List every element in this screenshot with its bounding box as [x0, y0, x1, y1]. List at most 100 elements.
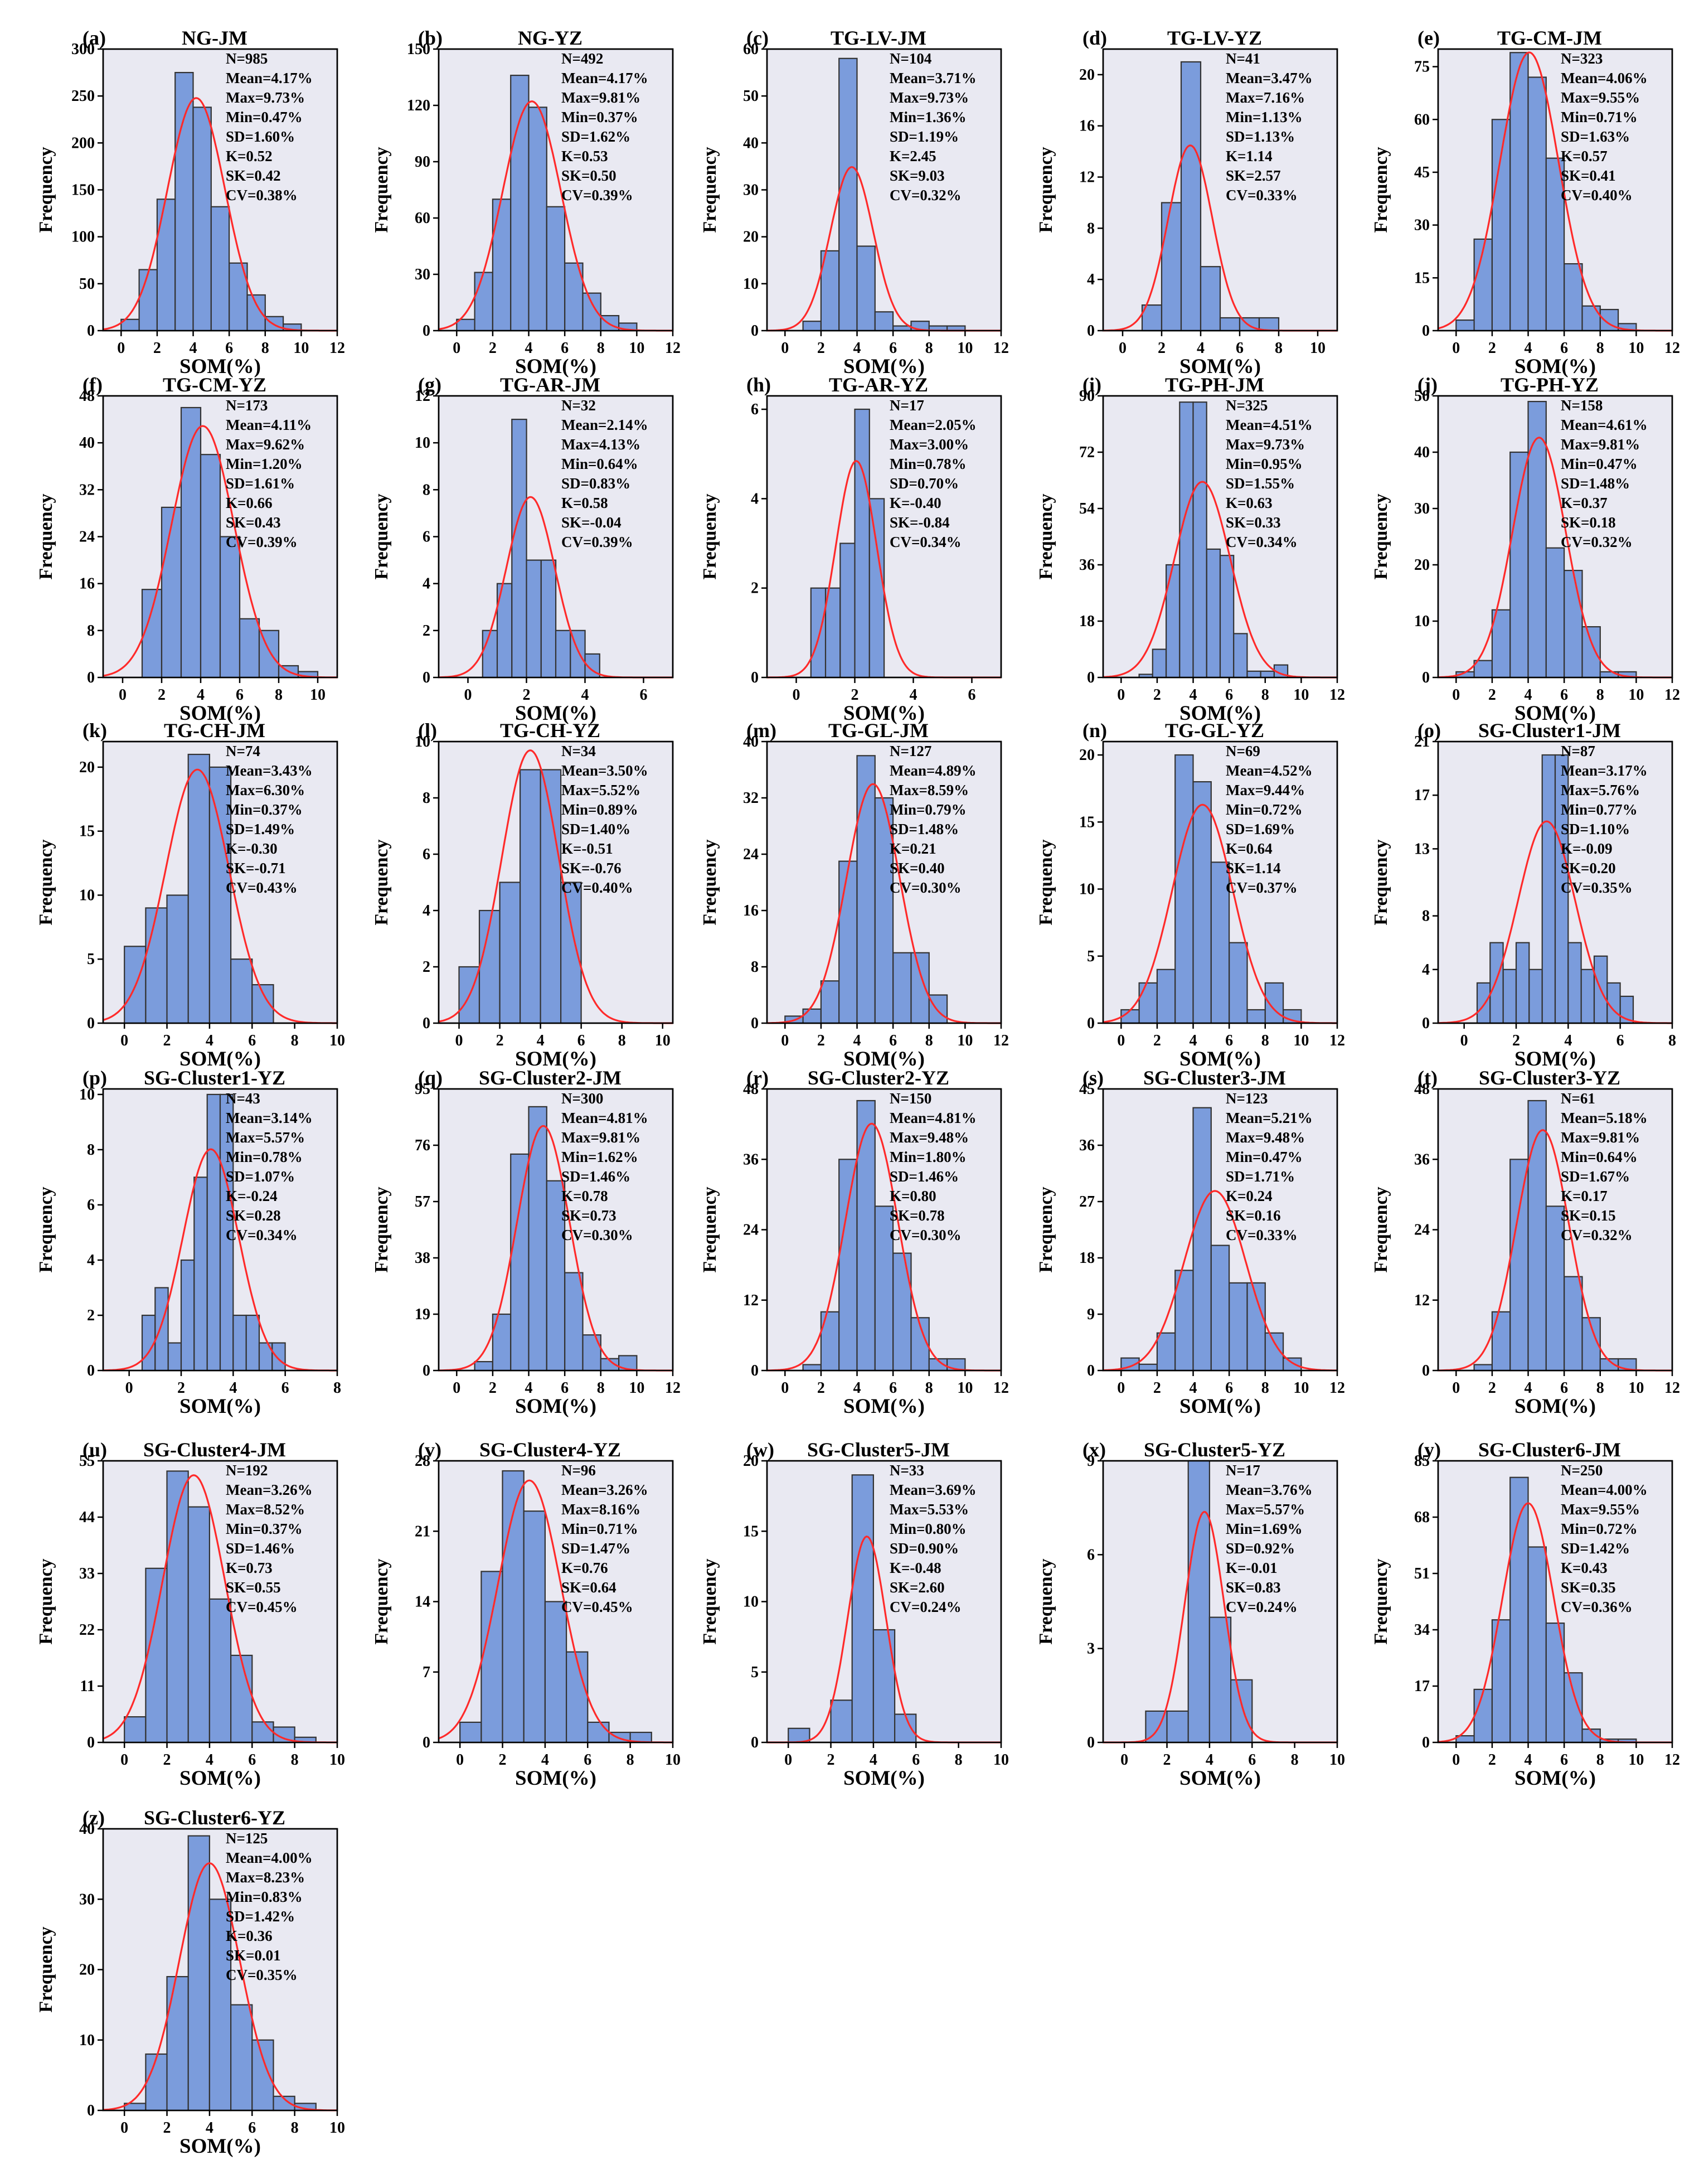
- histogram-bar: [838, 57, 858, 332]
- histogram-bar: [526, 559, 542, 679]
- y-tick-label: 8: [1087, 220, 1095, 237]
- x-tick-label: 8: [291, 1751, 299, 1769]
- y-tick-label: 17: [1414, 1678, 1430, 1695]
- stat-line: Mean=3.76%: [1226, 1481, 1313, 1498]
- x-axis-label: SOM(%): [1514, 1767, 1596, 1790]
- x-tick-label: 2: [489, 1379, 497, 1397]
- y-tick-label: 5: [87, 951, 95, 968]
- x-tick-label: 8: [627, 1751, 634, 1769]
- y-tick-label: 0: [751, 1362, 759, 1379]
- stat-line: Mean=4.00%: [226, 1849, 313, 1866]
- histogram-bar: [1230, 1679, 1253, 1744]
- stat-line: SD=1.46%: [890, 1168, 959, 1185]
- histogram-bar: [544, 1601, 567, 1744]
- x-tick-label: 0: [1117, 1379, 1125, 1397]
- stat-line: Min=0.83%: [226, 1888, 303, 1905]
- y-tick-label: 2: [423, 958, 430, 976]
- histogram-bar: [540, 559, 557, 679]
- y-tick-label: 4: [1422, 961, 1430, 979]
- histogram-bar: [1489, 942, 1504, 1024]
- y-axis-label: Frequency: [1036, 1187, 1056, 1272]
- stat-line: K=0.73: [226, 1560, 273, 1576]
- x-tick-label: 2: [817, 340, 825, 357]
- histogram-bar: [1161, 202, 1182, 332]
- plot-frame: [766, 740, 1002, 1024]
- panel-title: SG-Cluster5-JM: [807, 1439, 950, 1461]
- y-tick-label: 120: [407, 97, 430, 114]
- plot-frame: [438, 740, 674, 1024]
- x-tick-label: 0: [1452, 1751, 1460, 1769]
- stat-line: SK=0.50: [561, 167, 616, 184]
- histogram-panel: 0 2 4 6 8 10 0 4 8 12 16 20 SOM(%) Frequency (d) TG-LV-…: [1036, 27, 1338, 378]
- stat-line: Mean=3.50%: [561, 762, 648, 779]
- stat-line: Min=0.80%: [890, 1520, 967, 1537]
- y-tick-label: 0: [1087, 1015, 1095, 1032]
- stat-line: Min=0.72%: [1226, 801, 1303, 818]
- histogram-bar: [856, 755, 876, 1024]
- stat-line: SD=1.42%: [1561, 1540, 1630, 1557]
- x-tick-label: 10: [1293, 1032, 1309, 1049]
- panel-letter: (f): [82, 374, 103, 396]
- y-tick-label: 10: [743, 1594, 759, 1611]
- stat-line: Max=8.59%: [890, 782, 969, 798]
- y-tick-label: 24: [79, 529, 95, 546]
- stat-line: CV=0.34%: [890, 534, 962, 550]
- y-tick-label: 50: [1414, 388, 1430, 405]
- x-tick-label: 4: [1206, 1751, 1213, 1769]
- y-tick-label: 20: [743, 1452, 759, 1470]
- stat-line: CV=0.38%: [226, 187, 298, 204]
- histogram-bar: [180, 1259, 195, 1372]
- normal-fit-curve: [103, 768, 337, 1024]
- x-tick-label: 4: [537, 1032, 545, 1049]
- x-tick-label: 2: [827, 1751, 835, 1769]
- stat-line: Min=0.72%: [1561, 1520, 1638, 1537]
- histogram-bar: [232, 1314, 247, 1372]
- y-axis-label: Frequency: [371, 1187, 392, 1272]
- x-tick-label: 8: [618, 1032, 626, 1049]
- x-tick-label: 8: [597, 340, 605, 357]
- histogram-bar: [1515, 942, 1530, 1024]
- stat-line: SD=1.19%: [890, 128, 959, 145]
- x-axis-label: SOM(%): [1179, 355, 1261, 378]
- x-tick-label: 6: [968, 686, 976, 704]
- stat-line: Max=5.76%: [1561, 782, 1640, 798]
- histogram-bar: [166, 894, 189, 1024]
- x-tick-label: 2: [158, 686, 166, 704]
- stat-line: CV=0.35%: [1561, 879, 1633, 896]
- x-tick-label: 2: [1158, 340, 1166, 357]
- histogram-panel: 0 2 4 6 8 10 12 0 19 38 57 76 95 SOM(%) Frequency (q) SG…: [371, 1067, 681, 1418]
- panel-letter: (t): [1417, 1067, 1438, 1089]
- stat-line: Min=0.37%: [226, 801, 303, 818]
- histogram-bar: [600, 314, 620, 332]
- x-tick-label: 4: [1190, 1032, 1197, 1049]
- histogram-bar: [565, 1651, 589, 1744]
- x-tick-label: 12: [1329, 686, 1345, 704]
- histogram-bar: [1509, 1476, 1529, 1744]
- x-tick-label: 4: [1190, 1379, 1197, 1397]
- x-tick-label: 6: [1560, 686, 1568, 704]
- y-tick-label: 34: [1414, 1621, 1430, 1639]
- histogram-bar: [1156, 968, 1176, 1024]
- histogram-bar: [1581, 305, 1601, 332]
- y-tick-label: 16: [79, 575, 95, 593]
- stat-line: SD=1.60%: [226, 128, 295, 145]
- stat-line: N=173: [226, 397, 268, 414]
- y-tick-label: 11: [80, 1678, 95, 1695]
- stat-line: Mean=5.21%: [1226, 1110, 1313, 1126]
- y-tick-label: 90: [415, 153, 430, 171]
- stat-line: SD=0.90%: [890, 1540, 959, 1557]
- x-tick-label: 4: [229, 1379, 237, 1397]
- panel-letter: (w): [746, 1439, 774, 1461]
- stat-line: Mean=3.14%: [226, 1110, 313, 1126]
- y-tick-label: 10: [79, 2032, 95, 2049]
- y-axis-label: Frequency: [371, 1558, 392, 1644]
- histogram-panel: 0 2 4 6 8 10 0 10 20 30 40 SOM(%) Frequency (z) SG-Clu…: [36, 1807, 345, 2158]
- histogram-bar: [1455, 319, 1475, 332]
- y-tick-label: 6: [1087, 1546, 1095, 1563]
- x-tick-label: 2: [163, 2119, 171, 2137]
- stat-line: N=150: [890, 1090, 931, 1107]
- x-tick-label: 6: [1560, 1751, 1568, 1769]
- y-tick-label: 20: [1414, 556, 1430, 574]
- stat-line: CV=0.32%: [1561, 534, 1633, 550]
